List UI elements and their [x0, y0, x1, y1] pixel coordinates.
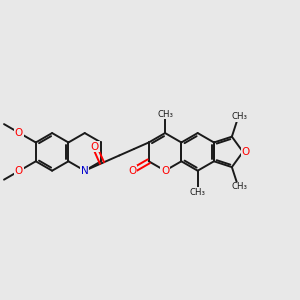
Text: CH₃: CH₃: [157, 110, 173, 119]
Text: CH₃: CH₃: [231, 182, 247, 191]
Text: CH₃: CH₃: [190, 188, 206, 197]
Text: O: O: [242, 147, 250, 157]
Text: O: O: [128, 166, 136, 176]
Text: O: O: [15, 166, 23, 176]
Text: O: O: [161, 166, 169, 176]
Text: CH₃: CH₃: [231, 112, 247, 121]
Text: N: N: [81, 166, 88, 176]
Text: O: O: [15, 128, 23, 138]
Text: O: O: [91, 142, 99, 152]
